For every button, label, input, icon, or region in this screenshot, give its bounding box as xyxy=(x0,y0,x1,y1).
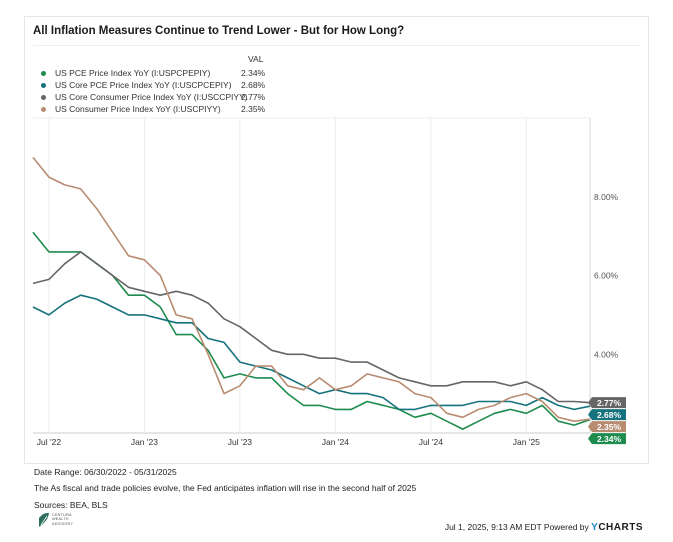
end-value-badge xyxy=(588,433,626,445)
ycharts-y-icon: Y xyxy=(591,522,599,533)
legend-item-name: US Core Consumer Price Index YoY (I:USCC… xyxy=(55,92,248,102)
legend-item[interactable]: US Core Consumer Price Index YoY (I:USCC… xyxy=(39,92,279,104)
x-tick-label: Jul '24 xyxy=(419,437,444,447)
series-line xyxy=(32,231,591,430)
x-tick-label: Jan '24 xyxy=(322,437,349,447)
end-value-label: 2.35% xyxy=(597,422,622,432)
powered-by: Jul 1, 2025, 9:13 AM EDT Powered by YCHA… xyxy=(445,522,643,533)
legend-item-name: US PCE Price Index YoY (I:USPCPEPIY) xyxy=(55,68,211,78)
legend-item[interactable]: US PCE Price Index YoY (I:USPCPEPIY) 2.34… xyxy=(39,68,279,80)
centura-logo: CENTURA WEALTH ADVISORY xyxy=(38,512,98,532)
x-tick-label: Jul '23 xyxy=(228,437,253,447)
legend-dot-icon xyxy=(41,95,46,100)
series-line xyxy=(32,251,591,404)
end-value-label: 2.34% xyxy=(597,434,622,444)
date-range: Date Range: 06/30/2022 - 05/31/2025 xyxy=(34,467,177,477)
legend-dot-icon xyxy=(41,71,46,76)
logo-text-line: ADVISORY xyxy=(52,521,74,526)
end-value-badge xyxy=(588,397,626,409)
series-line xyxy=(32,156,591,423)
legend-dot-icon xyxy=(41,83,46,88)
sources: Sources: BEA, BLS xyxy=(34,500,108,510)
legend-item-value: 2.35% xyxy=(241,104,266,114)
ycharts-logo[interactable]: YCHARTS xyxy=(591,522,643,533)
series-line xyxy=(32,294,591,411)
legend-value-header: VAL xyxy=(248,54,264,64)
y-tick-label: 8.00% xyxy=(594,192,619,202)
end-value-label: 2.77% xyxy=(597,398,622,408)
title-divider xyxy=(33,45,640,46)
legend-item-value: 2.68% xyxy=(241,80,266,90)
legend-item-name: US Core PCE Price Index YoY (I:USCPCEPIY… xyxy=(55,80,232,90)
end-value-badge xyxy=(588,409,626,421)
x-tick-label: Jan '25 xyxy=(513,437,540,447)
x-tick-label: Jan '23 xyxy=(131,437,158,447)
logo-text-line: CENTURA xyxy=(52,513,72,517)
legend-item-value: 2.34% xyxy=(241,68,266,78)
legend-item[interactable]: US Core PCE Price Index YoY (I:USCPCEPIY… xyxy=(39,80,279,92)
y-tick-label: 6.00% xyxy=(594,271,619,281)
ycharts-wordmark: CHARTS xyxy=(598,522,643,533)
chart-note: The As fiscal and trade policies evolve,… xyxy=(34,483,417,493)
leaf-icon xyxy=(39,512,49,527)
legend-item[interactable]: US Consumer Price Index YoY (I:USCPIYY) 2… xyxy=(39,104,279,116)
legend-item-name: US Consumer Price Index YoY (I:USCPIYY) xyxy=(55,104,221,114)
timestamp: Jul 1, 2025, 9:13 AM EDT Powered by xyxy=(444,522,589,532)
end-value-label: 2.68% xyxy=(597,410,622,420)
legend-dot-icon xyxy=(41,107,46,112)
x-tick-label: Jul '22 xyxy=(37,437,62,447)
legend-item-value: 2.77% xyxy=(241,92,266,102)
end-value-badge xyxy=(588,421,626,433)
logo-text-line: WEALTH xyxy=(52,517,69,522)
chart-title: All Inflation Measures Continue to Trend… xyxy=(33,25,405,37)
y-tick-label: 4.00% xyxy=(594,349,619,359)
